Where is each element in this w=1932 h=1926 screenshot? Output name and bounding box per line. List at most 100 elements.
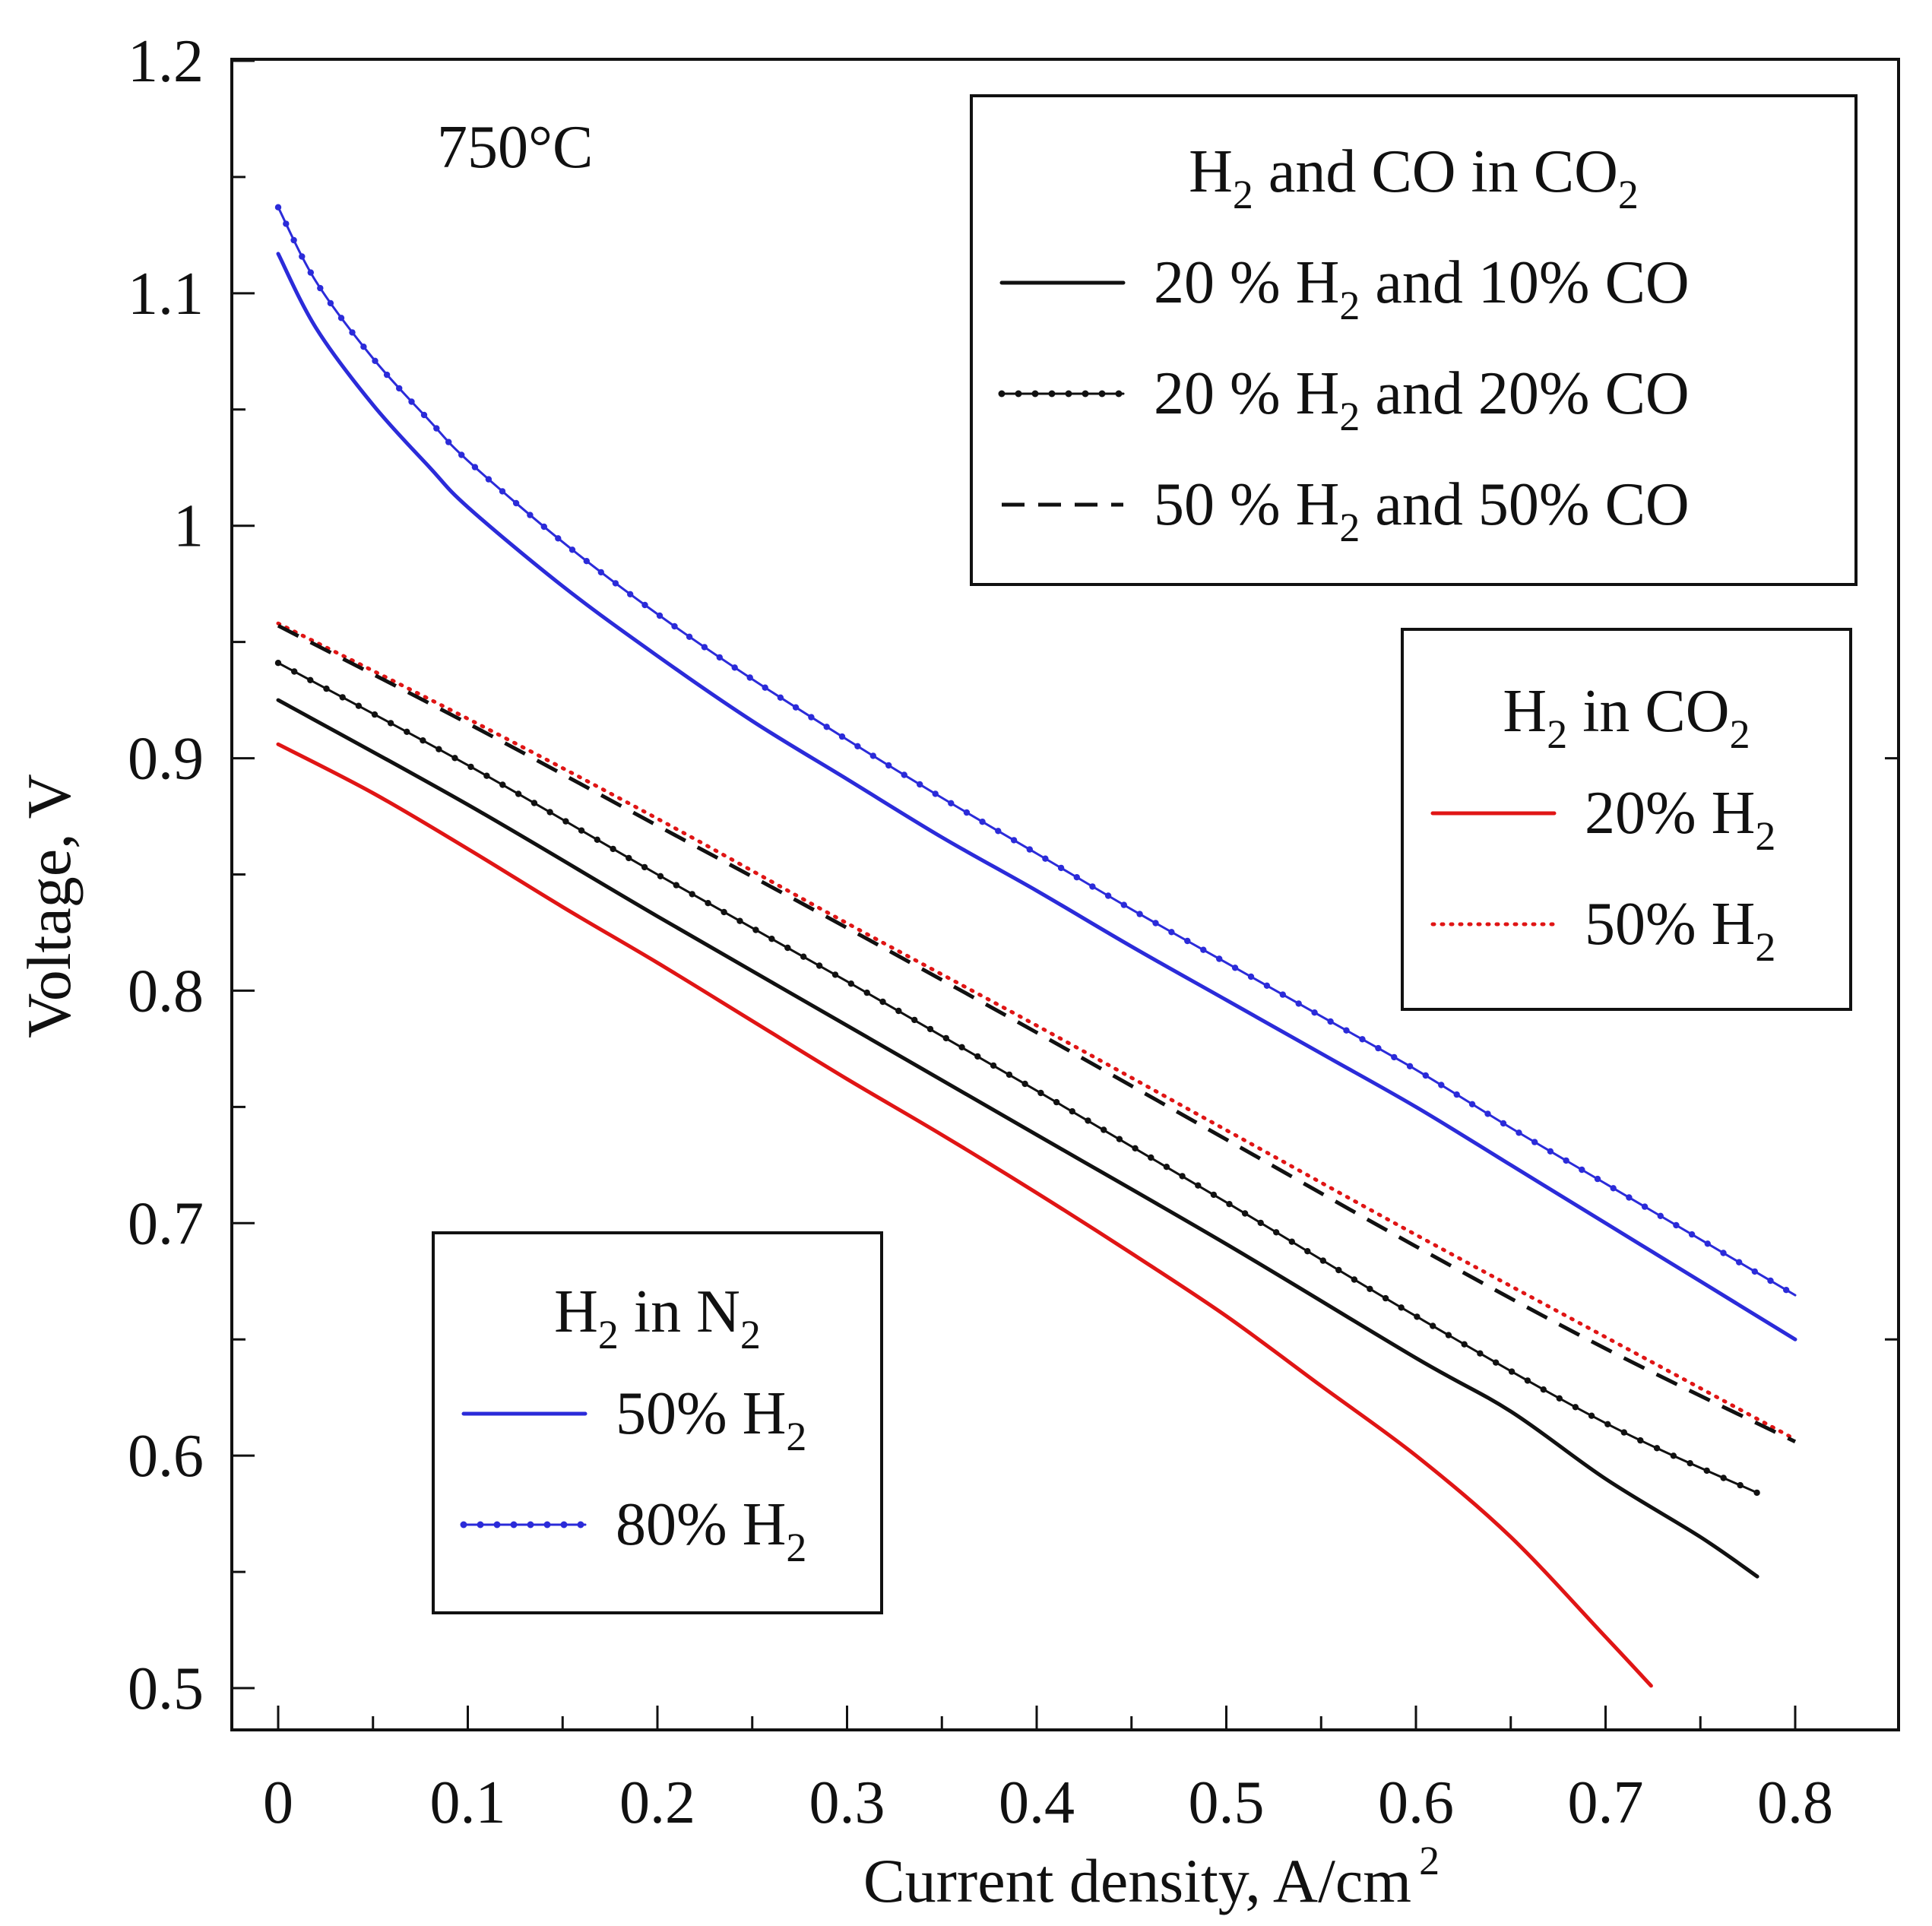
series-marker (1116, 1136, 1123, 1142)
legend-label: 80% H2 (616, 1491, 806, 1570)
x-tick-label: 0.8 (1757, 1769, 1833, 1836)
series-marker (1037, 1089, 1044, 1097)
series-marker (1524, 1377, 1531, 1384)
series-marker (396, 385, 403, 392)
series-marker (1736, 1259, 1743, 1266)
legend-label: 20 % H2 and 10% CO (1154, 249, 1690, 328)
series-marker (451, 755, 458, 762)
series-marker (932, 790, 939, 797)
series-marker (387, 720, 394, 727)
series-marker (1468, 1101, 1476, 1108)
series-marker (1626, 1194, 1633, 1201)
series-marker (299, 253, 306, 260)
series-marker (1753, 1489, 1760, 1497)
series-marker (641, 601, 648, 609)
series-marker (1200, 946, 1207, 953)
series-marker (885, 762, 892, 769)
series-20-h2-in-co2 (276, 742, 1653, 1688)
legend-entry: 20 % H2 and 20% CO (998, 360, 1690, 439)
series-marker (555, 535, 562, 542)
series-marker (1069, 1108, 1076, 1115)
series-marker (307, 269, 314, 276)
series-marker (808, 714, 815, 721)
series-marker (1653, 1445, 1661, 1452)
series-marker (641, 863, 648, 871)
series-marker (372, 357, 378, 364)
series-marker (1295, 1000, 1302, 1007)
series-marker (1720, 1475, 1727, 1481)
series-marker (1359, 1036, 1366, 1043)
series-marker (792, 704, 800, 711)
series-marker (540, 523, 547, 531)
x-tick-label: 0.4 (999, 1769, 1075, 1836)
legend-swatch-marker (493, 1521, 501, 1528)
series-marker (1343, 1027, 1350, 1034)
series-marker (1241, 1210, 1249, 1217)
legend-box (432, 1231, 883, 1614)
legend-swatch-marker (1031, 390, 1039, 398)
series-marker (716, 654, 723, 661)
series-marker (1438, 1082, 1445, 1088)
series-marker (1319, 1257, 1327, 1264)
legend-h2-co2: H2 in CO2 20% H2 50% H2 (1401, 628, 1852, 1011)
series-marker (1263, 982, 1271, 990)
series-marker (958, 1044, 965, 1051)
series-marker (327, 299, 334, 307)
series-marker (1720, 1250, 1727, 1256)
series-marker (420, 737, 426, 744)
series-marker (458, 451, 465, 458)
series-marker (1670, 1452, 1677, 1459)
series-marker (1152, 920, 1159, 927)
y-axis-title: Voltage, V (14, 774, 84, 1038)
y-tick-label: 0.5 (128, 1655, 204, 1722)
series-marker (963, 809, 971, 816)
x-tick-label: 0.1 (430, 1769, 506, 1836)
series-marker (768, 936, 775, 942)
series-marker (371, 711, 378, 718)
series-marker (1737, 1481, 1744, 1489)
series-marker (420, 411, 428, 419)
series-marker (823, 724, 830, 730)
series-marker (1500, 1120, 1507, 1127)
legend-box (1401, 628, 1852, 1011)
legend-swatch-marker (477, 1521, 484, 1528)
series-marker (1657, 1212, 1664, 1220)
series-marker (816, 962, 823, 969)
series-marker (1540, 1386, 1547, 1393)
legend-swatch-marker (1115, 390, 1123, 398)
series-marker (1594, 1175, 1601, 1183)
series-marker (527, 512, 534, 518)
series-marker (671, 622, 678, 630)
series-marker (1010, 837, 1018, 844)
series-marker (471, 464, 479, 470)
series-marker (445, 439, 452, 445)
series-50-h2-in-n2 (276, 252, 1797, 1342)
series-marker (1136, 911, 1143, 917)
legend-swatch-marker (577, 1521, 584, 1528)
legend-label: 20% H2 (1585, 780, 1775, 859)
series-marker (349, 329, 356, 336)
series-marker (1493, 1359, 1500, 1366)
legend-swatch-marker (1065, 390, 1072, 398)
series-marker (383, 371, 391, 379)
series-marker (339, 694, 346, 701)
series-marker (1132, 1145, 1139, 1152)
series-marker (1210, 1191, 1218, 1199)
series-marker (1168, 929, 1175, 936)
legend-entry: 50% H2 (461, 1380, 806, 1459)
series-20-h2-and-20-co (274, 660, 1760, 1497)
series-marker (583, 558, 590, 565)
legend-title: H2 and CO in CO2 (1189, 138, 1639, 217)
series-marker (569, 546, 576, 553)
series-marker (847, 980, 855, 987)
series-marker (1547, 1148, 1554, 1155)
series-marker (831, 971, 839, 978)
series-marker (1247, 973, 1255, 980)
series-marker (627, 591, 634, 597)
legend-title: H2 in N2 (554, 1278, 761, 1357)
series-marker (869, 752, 877, 759)
series-marker (1351, 1276, 1358, 1283)
x-tick-label: 0.3 (809, 1769, 885, 1836)
series-marker (1516, 1129, 1522, 1136)
